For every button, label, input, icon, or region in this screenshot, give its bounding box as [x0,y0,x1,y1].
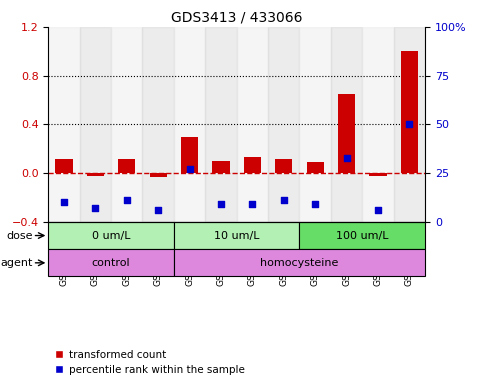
Title: GDS3413 / 433066: GDS3413 / 433066 [171,10,302,24]
FancyBboxPatch shape [174,222,299,249]
Bar [237,27,268,222]
Bar [394,27,425,222]
FancyBboxPatch shape [174,249,425,276]
Bar [80,27,111,222]
Text: dose: dose [6,230,33,240]
Point [312,201,319,207]
Point [217,201,225,207]
Bar [307,162,324,173]
Point [374,207,382,213]
Text: homocysteine: homocysteine [260,258,339,268]
FancyBboxPatch shape [48,249,174,276]
FancyBboxPatch shape [48,222,174,249]
Bar [111,27,142,222]
Bar [205,27,237,222]
Bar [87,173,104,175]
Text: 10 um/L: 10 um/L [214,230,259,240]
Bar [369,173,386,175]
FancyBboxPatch shape [299,222,425,249]
Point [249,201,256,207]
Bar [338,94,355,173]
Point [92,205,99,211]
Point [60,199,68,205]
Text: 0 um/L: 0 um/L [92,230,130,240]
Bar [299,27,331,222]
Bar [362,27,394,222]
Bar [331,27,362,222]
Bar [181,137,198,173]
Text: agent: agent [0,258,33,268]
Bar [142,27,174,222]
Bar [118,159,135,173]
Text: 100 um/L: 100 um/L [336,230,388,240]
Bar [268,27,299,222]
Bar [401,51,418,173]
Text: control: control [92,258,130,268]
Bar [213,161,229,173]
Bar [244,157,261,173]
Point [343,154,351,161]
Point [406,121,413,127]
Point [280,197,288,204]
Point [123,197,130,204]
Bar [275,159,292,173]
Point [155,207,162,213]
Bar [174,27,205,222]
Legend: transformed count, percentile rank within the sample: transformed count, percentile rank withi… [54,350,245,375]
Bar [48,27,80,222]
Bar [150,173,167,177]
Bar [56,159,72,173]
Point [185,166,193,172]
